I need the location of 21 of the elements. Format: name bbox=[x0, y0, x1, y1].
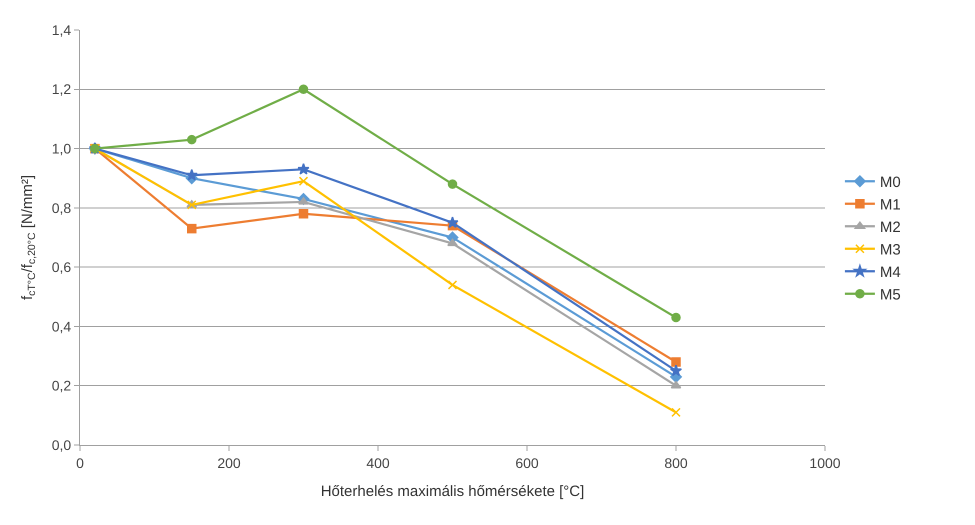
y-tick-label: 0,0 bbox=[52, 436, 72, 453]
legend-label: M0 bbox=[880, 174, 901, 192]
y-tick-label: 0,8 bbox=[52, 200, 72, 216]
legend-label: M1 bbox=[880, 196, 901, 214]
y-tick-label: 0,2 bbox=[52, 378, 72, 394]
legend-label: M4 bbox=[880, 264, 901, 282]
legend-label: M3 bbox=[880, 242, 901, 259]
legend-label: M2 bbox=[880, 219, 901, 236]
x-tick-label: 600 bbox=[515, 454, 539, 471]
y-tick-label: 0,6 bbox=[52, 259, 72, 276]
legend-label: M5 bbox=[880, 286, 901, 304]
x-tick-label: 0 bbox=[76, 454, 84, 471]
y-tick-label: 0,4 bbox=[52, 318, 72, 334]
x-tick-label: 400 bbox=[366, 454, 390, 471]
x-tick-label: 800 bbox=[664, 454, 688, 471]
y-tick-label: 1,2 bbox=[52, 81, 72, 98]
x-tick-label: 1000 bbox=[809, 454, 841, 471]
y-tick-label: 1,0 bbox=[52, 140, 72, 156]
y-tick-label: 1,4 bbox=[52, 22, 72, 38]
x-axis-title: Hőterhelés maximális hőmérsékete [°C] bbox=[320, 482, 584, 500]
x-tick-label: 200 bbox=[217, 454, 241, 471]
